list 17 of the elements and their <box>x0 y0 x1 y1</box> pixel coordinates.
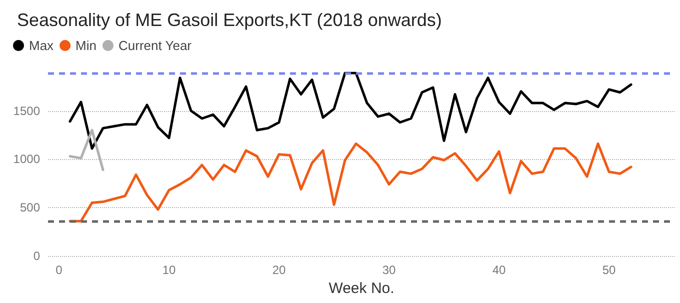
legend-label: Min <box>76 38 97 53</box>
x-axis-title: Week No. <box>328 280 394 297</box>
x-tick-label: 40 <box>492 263 506 277</box>
legend-label: Current Year <box>118 38 192 53</box>
x-tick-label: 50 <box>602 263 616 277</box>
y-tick-label: 1000 <box>13 152 40 166</box>
legend-label: Max <box>29 38 54 53</box>
line-series <box>68 72 632 150</box>
y-tick-label: 1500 <box>13 104 40 118</box>
x-tick-label: 30 <box>382 263 396 277</box>
line-series <box>68 142 632 222</box>
chart-title: Seasonality of ME Gasoil Exports,KT (2018 onwards) <box>17 10 442 30</box>
x-tick-label: 0 <box>56 263 63 277</box>
x-tick-label: 10 <box>162 263 176 277</box>
y-tick-label: 500 <box>20 200 40 215</box>
y-tick-label: 0 <box>33 249 40 263</box>
x-tick-label: 20 <box>272 263 286 277</box>
